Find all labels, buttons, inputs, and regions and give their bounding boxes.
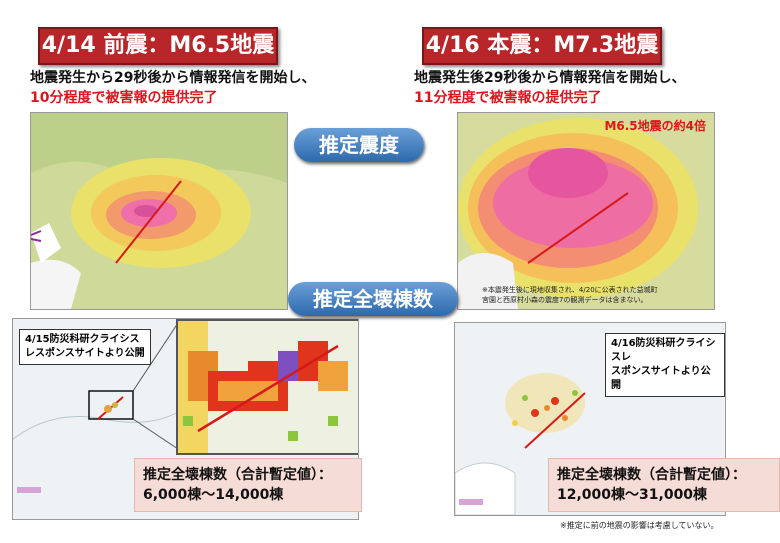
right-source-callout: 4/16防災科研クライシスレ スポンスサイトより公開 [605,333,725,397]
estimated-intensity-pill: 推定震度 [294,128,424,162]
left-estimate-box: 推定全壊棟数（合計暫定値）： 6,000棟～14,000棟 [134,458,362,512]
left-description-line1: 地震発生から29秒後から情報発信を開始し、 [30,70,316,86]
left-intensity-map-graphic [31,113,287,309]
right-source-line2: スポンスサイトより公開 [611,366,711,391]
left-zoom-inset [176,319,358,455]
right-estimate-box: 推定全壊棟数（合計暫定値）： 12,000棟～31,000棟 [548,458,780,512]
right-estimate-label: 推定全壊棟数（合計暫定値）： [557,467,746,483]
right-intensity-map: M6.5地震の約4倍 ※本震発生後に現地収集され、4/20に公表された益城町 宮… [457,112,715,310]
left-zoom-inset-graphic [178,321,358,453]
left-estimate-label: 推定全壊棟数（合計暫定値）： [143,467,332,483]
left-description-line2: 10分程度で被害報の提供完了 [30,90,218,106]
right-map-note: ※本震発生後に現地収集され、4/20に公表された益城町 宮園と西原村小森の震度7… [482,285,658,305]
left-description: 地震発生から29秒後から情報発信を開始し、 10分程度で被害報の提供完了 [30,68,315,108]
right-description-line2: 11分程度で被害報の提供完了 [414,90,602,106]
left-title-banner: 4/14 前震：M6.5地震 [38,27,278,65]
left-estimate-value: 6,000棟～14,000棟 [143,487,284,503]
right-map-overlay-label: M6.5地震の約4倍 [604,119,706,133]
left-intensity-map [30,112,288,310]
right-title-banner: 4/16 本震：M7.3地震 [422,27,662,65]
right-map-note-line1: ※本震発生後に現地収集され、4/20に公表された益城町 [482,286,658,294]
left-source-callout: 4/15防災科研クライシス レスポンスサイトより公開 [19,329,151,365]
left-source-line2: レスポンスサイトより公開 [25,348,145,359]
right-source-line1: 4/16防災科研クライシスレ [611,338,716,363]
right-description: 地震発生後29秒後から情報発信を開始し、 11分程度で被害報の提供完了 [414,68,685,108]
right-estimate-value: 12,000棟～31,000棟 [557,487,708,503]
right-description-line1: 地震発生後29秒後から情報発信を開始し、 [414,70,686,86]
right-footnote: ※推定に前の地震の影響は考慮していない。 [560,521,719,530]
right-map-note-line2: 宮園と西原村小森の震度7の観測データは含まない。 [482,296,648,304]
left-source-line1: 4/15防災科研クライシス [25,334,140,345]
right-intensity-map-graphic [458,113,714,309]
estimated-collapse-pill: 推定全壊棟数 [288,282,458,316]
